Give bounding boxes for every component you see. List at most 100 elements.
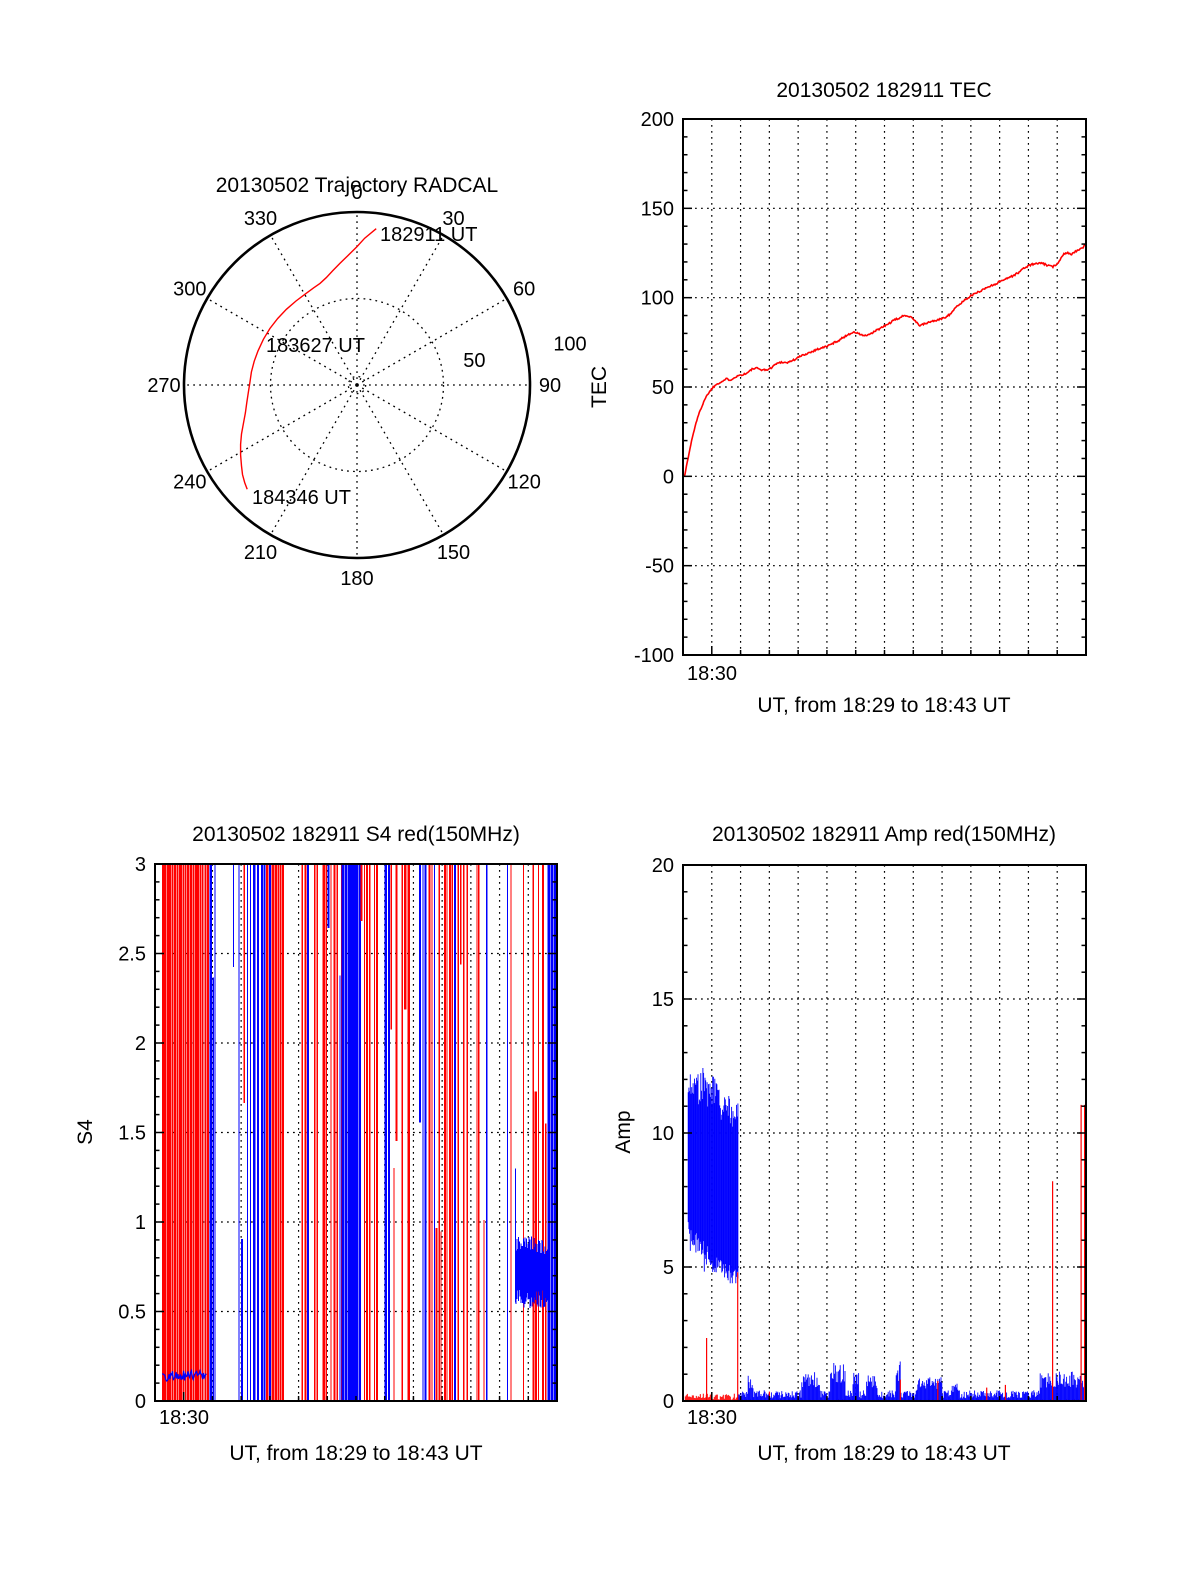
tec-ytick-label: 50: [652, 377, 674, 399]
s4-bar: [428, 864, 431, 1401]
s4-bar: [322, 864, 325, 1401]
s4-bar: [358, 864, 362, 1401]
amp-ytick-label: 20: [652, 855, 674, 877]
s4-bar: [390, 864, 393, 1030]
tec-ytick-label: 150: [641, 198, 674, 220]
amp-ytick-label: 5: [663, 1257, 674, 1279]
s4-bar: [347, 864, 351, 1401]
polar-spoke: [269, 234, 358, 386]
s4-ytick-label: 2: [135, 1033, 146, 1055]
s4-bar: [523, 864, 525, 1401]
s4-bar: [460, 864, 462, 965]
s4-ytick-label: 2.5: [118, 944, 146, 966]
s4-bar: [246, 864, 249, 1401]
s4-bar: [214, 864, 216, 1401]
s4-bar: [404, 864, 407, 1010]
s4-bar: [282, 864, 285, 1401]
trajectory-line: [239, 228, 377, 490]
s4-bar: [407, 864, 410, 1401]
polar-ring: [269, 297, 445, 473]
s4-bar: [243, 864, 245, 1104]
s4-bar: [507, 864, 509, 1401]
polar-spoke: [206, 297, 358, 386]
s4-bar: [194, 864, 197, 1401]
azimuth-label: 270: [147, 375, 180, 397]
s4-bar: [197, 864, 200, 1401]
tec-ytick-label: 0: [663, 466, 674, 488]
s4-bar: [478, 864, 480, 1401]
s4-bar: [307, 864, 310, 1401]
amp-xtick-label: 18:30: [687, 1407, 737, 1429]
radial-label: 50: [463, 350, 485, 372]
s4-bar: [375, 864, 379, 1401]
s4-bar: [182, 864, 185, 1401]
s4-bar: [301, 864, 303, 1401]
s4-bar: [368, 864, 371, 1401]
s4-bar: [172, 864, 174, 1401]
s4-bar: [476, 864, 478, 1401]
azimuth-label: 120: [507, 472, 540, 494]
s4-bar: [185, 864, 186, 1401]
radial-label: 100: [553, 334, 586, 356]
s4-bar: [277, 864, 280, 1401]
azimuth-label: 90: [539, 375, 561, 397]
s4-bar: [272, 864, 275, 1401]
tec-ytick-label: 100: [641, 288, 674, 310]
trajectory-time-annotation: 184346 UT: [252, 487, 351, 509]
s4-bar: [264, 864, 266, 1401]
azimuth-label: 180: [340, 568, 373, 590]
s4-bar: [444, 864, 446, 1401]
s4-bar: [510, 864, 512, 1401]
s4-bar: [279, 864, 281, 1401]
azimuth-label: 30: [442, 208, 464, 230]
s4-xlabel: UT, from 18:29 to 18:43 UT: [229, 1442, 482, 1465]
s4-ytick-label: 0: [135, 1391, 146, 1413]
s4-bar: [190, 864, 193, 1401]
s4-bar: [433, 864, 435, 1401]
s4-bar: [374, 864, 376, 1401]
s4-bar: [252, 864, 256, 1401]
s4-bar: [483, 1220, 485, 1401]
s4-bar: [537, 864, 539, 1401]
tec-curve: [683, 243, 1087, 478]
s4-bar: [168, 864, 171, 1401]
s4-bar: [203, 864, 205, 1401]
s4-bar: [271, 864, 274, 1401]
s4-bar: [268, 864, 272, 1401]
trajectory-title: 20130502 Trajectory RADCAL: [216, 174, 499, 197]
amp-plot: 20130502 182911 Amp red(150MHz) UT, from …: [612, 823, 1087, 1465]
s4-bar: [451, 864, 454, 1401]
polar-spoke: [206, 384, 358, 473]
s4-bar: [181, 864, 183, 1401]
polar-spoke: [356, 297, 508, 386]
trajectory-time-annotation: 182911 UT: [380, 224, 477, 246]
s4-bar: [250, 864, 252, 1401]
s4-bar: [419, 864, 421, 1123]
polar-outer-circle: [182, 210, 532, 560]
s4-xtick-label: 18:30: [159, 1407, 209, 1429]
amp-xlabel: UT, from 18:29 to 18:43 UT: [757, 1442, 1010, 1465]
s4-bar: [257, 864, 260, 1401]
s4-bar: [387, 864, 391, 1401]
polar-spoke: [356, 234, 445, 386]
tec-ytick-label: -50: [645, 556, 674, 578]
s4-bar: [186, 864, 189, 1401]
s4-bar: [363, 864, 365, 1401]
s4-bar: [339, 975, 341, 1401]
s4-bar: [178, 864, 181, 1401]
s4-bar: [314, 864, 316, 1401]
s4-bar: [422, 864, 424, 1401]
s4-bar: [274, 864, 277, 1401]
s4-bar: [532, 864, 535, 1401]
s4-bar: [173, 864, 177, 1401]
s4-bar: [206, 864, 210, 1401]
s4-bar: [330, 864, 332, 1401]
s4-bar: [360, 864, 363, 921]
s4-plot: 20130502 182911 S4 red(150MHz) UT, from 1…: [74, 823, 558, 1465]
polar-spoke: [356, 384, 445, 536]
s4-bar: [365, 864, 368, 1401]
s4-bar: [333, 864, 336, 1401]
s4-bar: [401, 864, 404, 1401]
